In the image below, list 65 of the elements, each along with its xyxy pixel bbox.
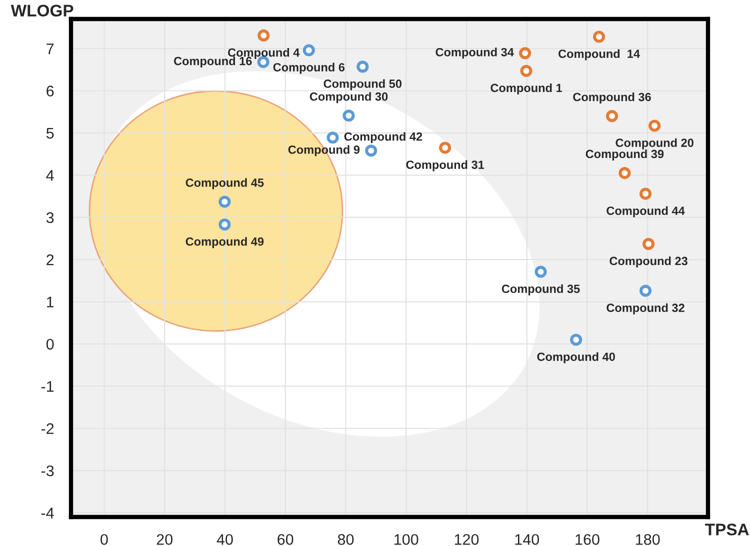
annotation: Compound 49 (186, 237, 264, 248)
point (570, 334, 582, 346)
annotation: Compound 6 (273, 62, 345, 74)
point (218, 218, 231, 231)
annotation: Compound 4 (228, 48, 300, 60)
point (342, 110, 355, 122)
point (365, 144, 378, 157)
x-tick-label: 160 (576, 534, 600, 545)
point (439, 142, 452, 154)
y-tick-label: -3 (41, 465, 54, 476)
point (639, 188, 652, 200)
y-tick-label: 5 (46, 128, 54, 139)
y-tick-label: -1 (41, 381, 54, 392)
x-tick-label: 140 (515, 534, 540, 545)
annotation: Compound 42 (344, 132, 422, 144)
x-tick-label: 100 (394, 534, 418, 545)
y-tick-label: 4 (46, 170, 54, 181)
x-axis-title: TPSA (705, 524, 749, 536)
annotation: Compound 40 (537, 352, 615, 364)
annotation: Compound 9 (288, 145, 360, 156)
annotation: Compound 50 (324, 79, 402, 90)
annotation: Compound 20 (616, 138, 694, 150)
x-tick-label: 0 (100, 534, 108, 545)
point (356, 60, 369, 73)
y-tick-label: 1 (47, 296, 54, 308)
point (592, 30, 606, 43)
x-tick-label: 120 (454, 534, 479, 545)
point (648, 120, 661, 132)
y-tick-label: 0 (46, 338, 54, 350)
annotation: Compound 39 (586, 149, 664, 160)
point (639, 284, 652, 297)
y-tick-label: 6 (46, 86, 54, 96)
x-tick-label: 80 (338, 534, 354, 545)
annotation: Compound 16 (174, 56, 252, 68)
y-tick-label: 3 (46, 212, 54, 224)
point (534, 266, 547, 278)
annotation: Compound 32 (606, 303, 684, 314)
point (519, 47, 532, 60)
annotation: Compound 36 (573, 92, 651, 104)
x-tick-label: 60 (278, 534, 294, 545)
point (258, 29, 270, 42)
y-tick-label: 2 (46, 254, 54, 266)
annotation: Compound 1 (490, 83, 562, 94)
annotation: Compound 45 (186, 178, 264, 190)
annotation: Compound 44 (606, 206, 685, 218)
point (302, 44, 315, 56)
point (618, 167, 631, 180)
annotation: Compound 31 (406, 160, 484, 172)
point (606, 110, 618, 122)
y-tick-label: -2 (41, 423, 54, 434)
x-tick-label: 20 (156, 534, 172, 545)
annotation: Compound 35 (502, 284, 580, 296)
annotation: Compound 23 (610, 256, 688, 268)
point (520, 64, 532, 77)
annotation: Compound 14 (558, 49, 640, 60)
point (218, 196, 231, 208)
y-tick-label: 7 (46, 44, 54, 54)
x-tick-label: 180 (636, 534, 660, 545)
annotation: Compound 34 (436, 48, 514, 59)
point (642, 238, 655, 250)
x-tick-label: 40 (216, 534, 233, 545)
y-tick-label: -4 (41, 508, 54, 518)
annotation: Compound 30 (310, 92, 388, 104)
point (326, 132, 339, 144)
y-axis-title: WLOGP (10, 4, 74, 16)
